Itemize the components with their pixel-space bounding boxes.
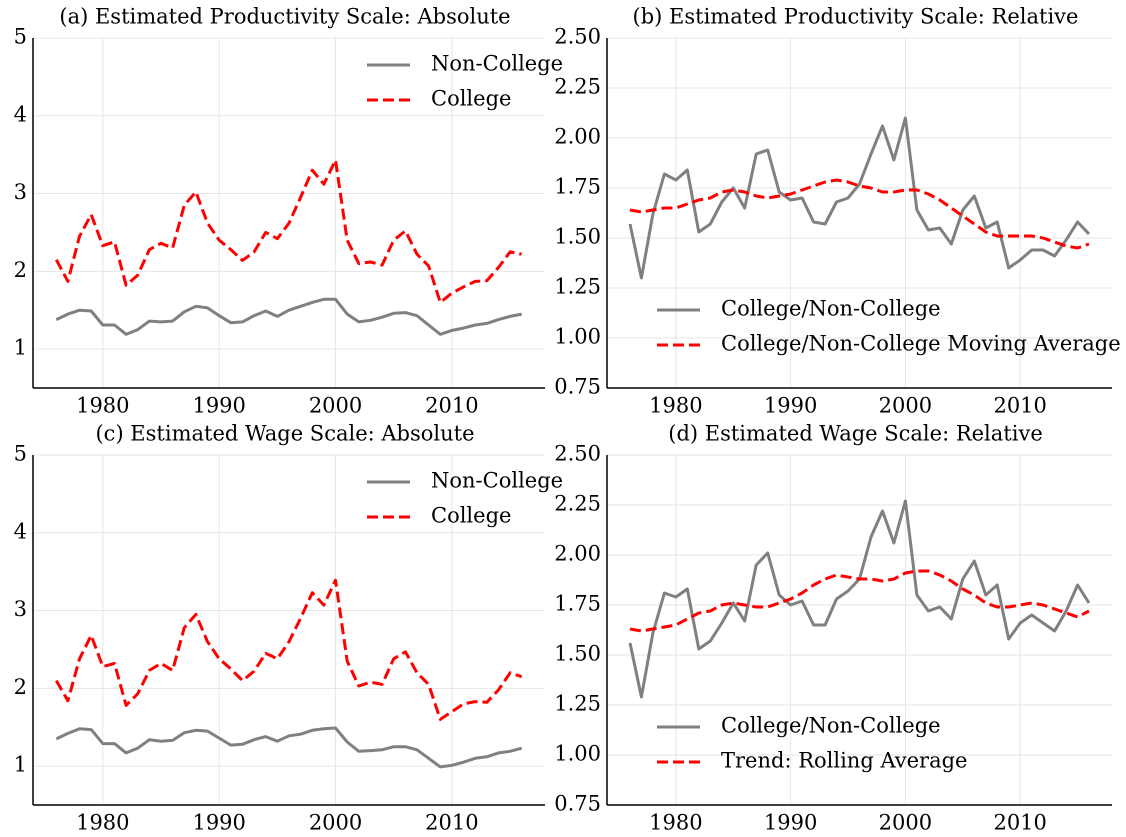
x-tick-label: 1980 [649, 394, 702, 418]
y-tick-label: 1.75 [554, 592, 601, 616]
chart-title: (d) Estimated Wage Scale: Relative [668, 422, 1043, 446]
legend-label: Trend: Rolling Average [721, 749, 967, 773]
line-series [629, 178, 1090, 250]
y-tick-label: 1.50 [554, 642, 601, 666]
y-tick-label: 0.75 [554, 375, 601, 399]
y-tick-label: 4 [14, 519, 27, 543]
line-series [628, 116, 1091, 280]
chart-title: (a) Estimated Productivity Scale: Absolu… [59, 5, 510, 29]
legend-label: College [431, 504, 511, 528]
legend-label: Non-College [431, 52, 563, 76]
y-tick-label: 1 [14, 336, 27, 360]
x-tick-label: 2010 [425, 394, 478, 418]
y-tick-label: 2 [14, 258, 27, 282]
chart-title: (b) Estimated Productivity Scale: Relati… [633, 5, 1079, 29]
y-tick-label: 4 [14, 102, 27, 126]
x-tick-label: 2000 [879, 811, 932, 835]
x-tick-label: 1980 [649, 811, 702, 835]
y-tick-label: 5 [14, 442, 27, 466]
y-tick-label: 1.25 [554, 692, 601, 716]
y-tick-label: 1 [14, 753, 27, 777]
y-tick-label: 1.00 [554, 325, 601, 349]
line-series [55, 297, 522, 336]
line-series [55, 726, 523, 769]
y-tick-label: 1.75 [554, 175, 601, 199]
line-series [54, 578, 523, 721]
legend-label: Non-College [431, 469, 563, 493]
legend-label: College/Non-College [721, 714, 941, 738]
y-tick-label: 2.00 [554, 125, 601, 149]
y-tick-label: 2.50 [554, 442, 601, 466]
chart-title: (c) Estimated Wage Scale: Absolute [95, 422, 474, 446]
y-tick-label: 2.00 [554, 542, 601, 566]
x-tick-label: 1990 [192, 394, 245, 418]
x-tick-label: 1990 [192, 811, 245, 835]
x-tick-label: 1980 [76, 811, 129, 835]
y-tick-label: 2 [14, 675, 27, 699]
line-series [629, 569, 1090, 633]
x-tick-label: 2010 [993, 811, 1046, 835]
y-tick-label: 0.75 [554, 792, 601, 816]
x-tick-label: 2000 [879, 394, 932, 418]
legend-label: College [431, 87, 511, 111]
x-tick-label: 2000 [309, 811, 362, 835]
line-series [54, 158, 522, 304]
legend-label: College/Non-College [721, 297, 941, 321]
y-tick-label: 2.25 [554, 75, 601, 99]
y-tick-label: 2.25 [554, 492, 601, 516]
y-tick-label: 5 [14, 25, 27, 49]
x-tick-label: 1980 [76, 394, 129, 418]
x-tick-label: 1990 [764, 394, 817, 418]
y-tick-label: 3 [14, 180, 27, 204]
x-tick-label: 1990 [764, 811, 817, 835]
x-tick-label: 2010 [425, 811, 478, 835]
y-tick-label: 1.50 [554, 225, 601, 249]
x-tick-label: 2010 [993, 394, 1046, 418]
y-tick-label: 1.00 [554, 742, 601, 766]
y-tick-label: 1.25 [554, 275, 601, 299]
y-tick-label: 3 [14, 597, 27, 621]
legend-label: College/Non-College Moving Average [721, 332, 1121, 356]
x-tick-label: 2000 [309, 394, 362, 418]
y-tick-label: 2.50 [554, 25, 601, 49]
